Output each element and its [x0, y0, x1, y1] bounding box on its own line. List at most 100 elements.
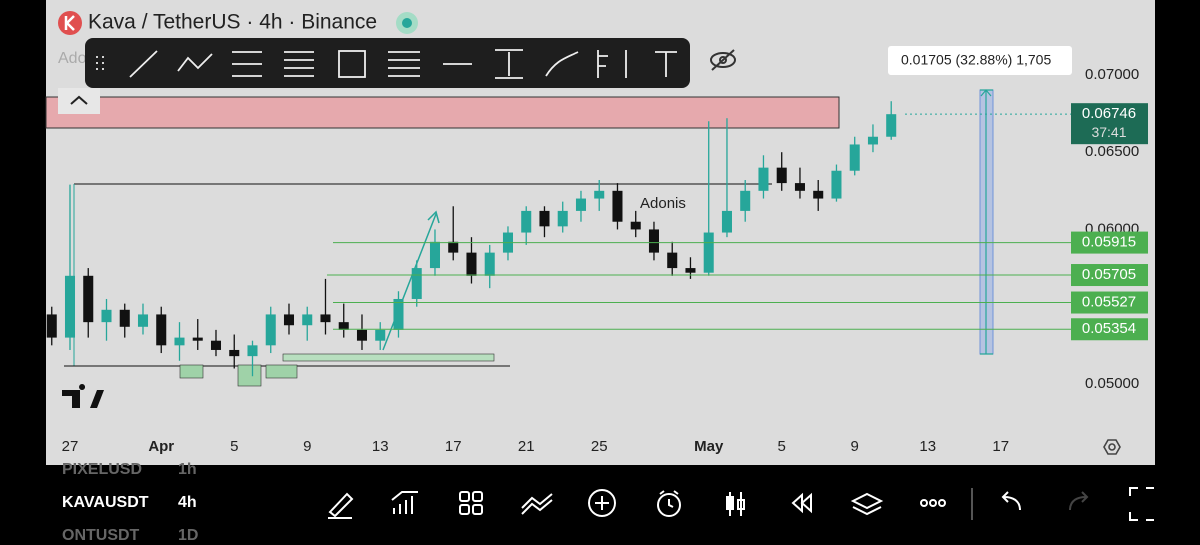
- candle-body: [302, 314, 313, 326]
- demand-box: [179, 364, 204, 379]
- watch-interval: 1h: [178, 461, 197, 478]
- last-price-label: 0.06746: [1082, 105, 1136, 122]
- candle-body: [101, 309, 112, 323]
- x-tick-label: 17: [992, 438, 1009, 455]
- tool-text[interactable]: [655, 51, 677, 77]
- candle-body: [867, 136, 878, 145]
- tool-channel[interactable]: [388, 51, 420, 77]
- drawings: [45, 88, 994, 387]
- level-label: 0.05705: [1082, 266, 1136, 283]
- candle-body: [283, 314, 295, 326]
- watch-symbol: ONTUSDT: [62, 527, 140, 540]
- candle-body: [776, 167, 787, 184]
- tool-brush[interactable]: [545, 51, 579, 77]
- candle-body: [64, 275, 76, 338]
- candle-body: [521, 210, 532, 233]
- compare-btn[interactable]: [521, 493, 553, 515]
- tool-forecast[interactable]: [597, 50, 627, 78]
- candle-body: [429, 241, 441, 269]
- tool-pitchfork[interactable]: [284, 51, 314, 77]
- overlay: 27 Apr 5 9 13 17 21 25 May 5 9 13 17 0.07000 0.06500 0.…: [62, 66, 1148, 455]
- x-tick-label: 5: [230, 438, 238, 455]
- candle-body: [119, 309, 130, 327]
- x-tick-label: 13: [372, 438, 389, 455]
- y-tick-label: 0.06500: [1085, 143, 1139, 160]
- candle-body: [648, 229, 659, 253]
- bottom-bar: PIXELUSD 1h KAVAUSDT 4h ONTUSDT 1D: [62, 461, 1154, 544]
- candle-body: [375, 329, 386, 341]
- replay-btn[interactable]: [791, 492, 812, 514]
- status-dot-center: [402, 18, 412, 28]
- candle-body: [229, 349, 240, 357]
- candle-body: [612, 190, 623, 222]
- level-label: 0.05527: [1082, 293, 1136, 310]
- candle-body: [557, 210, 568, 227]
- candle-body: [758, 167, 769, 191]
- candle-body: [393, 298, 404, 330]
- x-tick-label: 21: [518, 438, 535, 455]
- level-label-bg: [1071, 231, 1148, 254]
- x-tick-label: 17: [445, 438, 462, 455]
- symbol-logo-mark: [64, 15, 75, 31]
- measure-label: 0.01705 (32.88%) 1,705: [901, 52, 1051, 68]
- x-tick-label: 9: [851, 438, 859, 455]
- indicator-label: Ado: [58, 50, 87, 67]
- level-label: 0.05354: [1082, 320, 1136, 337]
- candle-body: [411, 268, 422, 299]
- toolbar-bg: [85, 38, 690, 88]
- x-tick-label: May: [694, 438, 724, 455]
- candle-body: [137, 314, 149, 327]
- watch-symbol: KAVAUSDT: [62, 494, 149, 511]
- candle-body: [192, 337, 203, 341]
- hide-drawings[interactable]: [710, 49, 736, 71]
- fullscreen-btn[interactable]: [1129, 487, 1154, 521]
- level-label-bg: [1071, 264, 1148, 287]
- layers-btn[interactable]: [850, 492, 884, 516]
- tool-fib[interactable]: [232, 51, 262, 77]
- candle-body: [448, 241, 459, 253]
- candle-body: [831, 170, 842, 199]
- candle-body: [849, 144, 860, 171]
- y-tick-label: 0.05000: [1085, 375, 1139, 392]
- candle-body: [83, 275, 94, 323]
- annotation: Adonis: [640, 195, 686, 212]
- projection-arrow: [382, 210, 440, 351]
- demand-box: [265, 364, 298, 379]
- draw-btn[interactable]: [328, 492, 354, 519]
- undo-btn[interactable]: [1001, 491, 1021, 511]
- alert-btn[interactable]: [659, 490, 679, 508]
- candle-body: [265, 314, 276, 346]
- drag-handle[interactable]: [96, 56, 104, 70]
- candle-body: [794, 183, 805, 191]
- redo-btn: [1069, 491, 1089, 511]
- measure-arrow: [980, 89, 993, 355]
- demand-box: [237, 364, 262, 387]
- chart-title: Kava / TetherUS · 4h · Binance: [88, 11, 377, 34]
- candle-body: [594, 190, 605, 199]
- candle-body: [46, 314, 57, 338]
- last-price-bg: [1071, 103, 1148, 145]
- tool-trendline[interactable]: [129, 50, 158, 78]
- resistance-zone: [45, 96, 840, 129]
- candle-body: [539, 210, 550, 227]
- candle-body: [667, 252, 678, 269]
- x-tick-label: Apr: [148, 438, 174, 455]
- tool-rectangle[interactable]: [338, 50, 366, 78]
- add-btn[interactable]: [595, 496, 609, 510]
- tool-path[interactable]: [177, 53, 213, 72]
- candle-body: [886, 114, 897, 137]
- level-label-bg: [1071, 291, 1148, 314]
- symbol-logo: [58, 11, 82, 35]
- collapse-button[interactable]: [58, 88, 100, 114]
- demand-box: [282, 353, 495, 362]
- x-tick-label: 25: [591, 438, 608, 455]
- watch-interval: 1D: [178, 527, 198, 540]
- indicators-btn[interactable]: [391, 491, 418, 514]
- candle-body: [484, 252, 495, 276]
- x-tick-label: 9: [303, 438, 311, 455]
- tool-ruler[interactable]: [495, 49, 523, 79]
- candle-body: [630, 221, 641, 230]
- settings-icon[interactable]: [1103, 439, 1121, 455]
- watch-symbol: PIXELUSD: [62, 461, 142, 478]
